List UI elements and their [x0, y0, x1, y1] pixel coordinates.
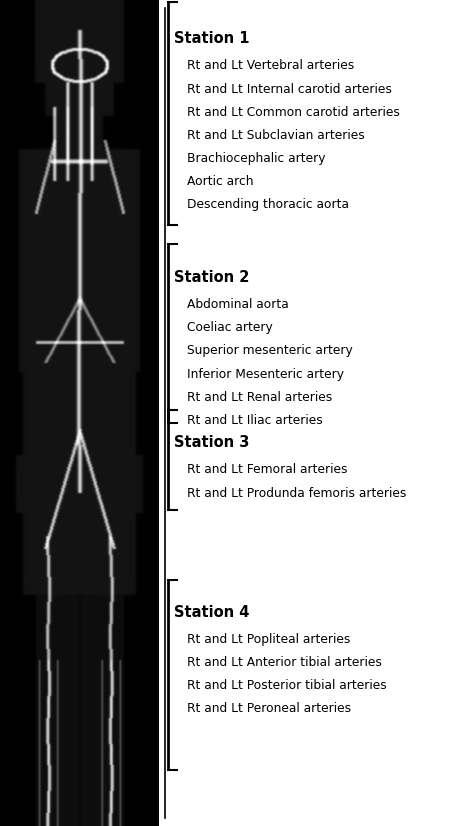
Text: Aortic arch: Aortic arch [187, 175, 254, 188]
Text: Rt and Lt Subclavian arteries: Rt and Lt Subclavian arteries [187, 129, 365, 142]
Text: Abdominal aorta: Abdominal aorta [187, 298, 289, 311]
Text: Rt and Lt Femoral arteries: Rt and Lt Femoral arteries [187, 463, 348, 477]
Text: Rt and Lt Peroneal arteries: Rt and Lt Peroneal arteries [187, 702, 351, 715]
Text: Station 3: Station 3 [174, 435, 250, 450]
Text: Rt and Lt Produnda femoris arteries: Rt and Lt Produnda femoris arteries [187, 487, 407, 500]
Text: Coeliac artery: Coeliac artery [187, 321, 273, 335]
Text: Rt and Lt Common carotid arteries: Rt and Lt Common carotid arteries [187, 106, 400, 119]
Text: Rt and Lt Internal carotid arteries: Rt and Lt Internal carotid arteries [187, 83, 392, 96]
Text: Station 2: Station 2 [174, 270, 250, 285]
Text: Rt and Lt Posterior tibial arteries: Rt and Lt Posterior tibial arteries [187, 679, 387, 692]
Text: Descending thoracic aorta: Descending thoracic aorta [187, 198, 349, 211]
Text: Rt and Lt Popliteal arteries: Rt and Lt Popliteal arteries [187, 633, 351, 646]
Text: Station 4: Station 4 [174, 605, 250, 620]
Text: Brachiocephalic artery: Brachiocephalic artery [187, 152, 326, 165]
Text: Rt and Lt Vertebral arteries: Rt and Lt Vertebral arteries [187, 59, 355, 73]
Text: Rt and Lt Renal arteries: Rt and Lt Renal arteries [187, 391, 332, 404]
Text: Rt and Lt Anterior tibial arteries: Rt and Lt Anterior tibial arteries [187, 656, 382, 669]
Text: Superior mesenteric artery: Superior mesenteric artery [187, 344, 353, 358]
Text: Rt and Lt Iliac arteries: Rt and Lt Iliac arteries [187, 414, 323, 427]
Text: Inferior Mesenteric artery: Inferior Mesenteric artery [187, 368, 344, 381]
Text: Station 1: Station 1 [174, 31, 250, 46]
